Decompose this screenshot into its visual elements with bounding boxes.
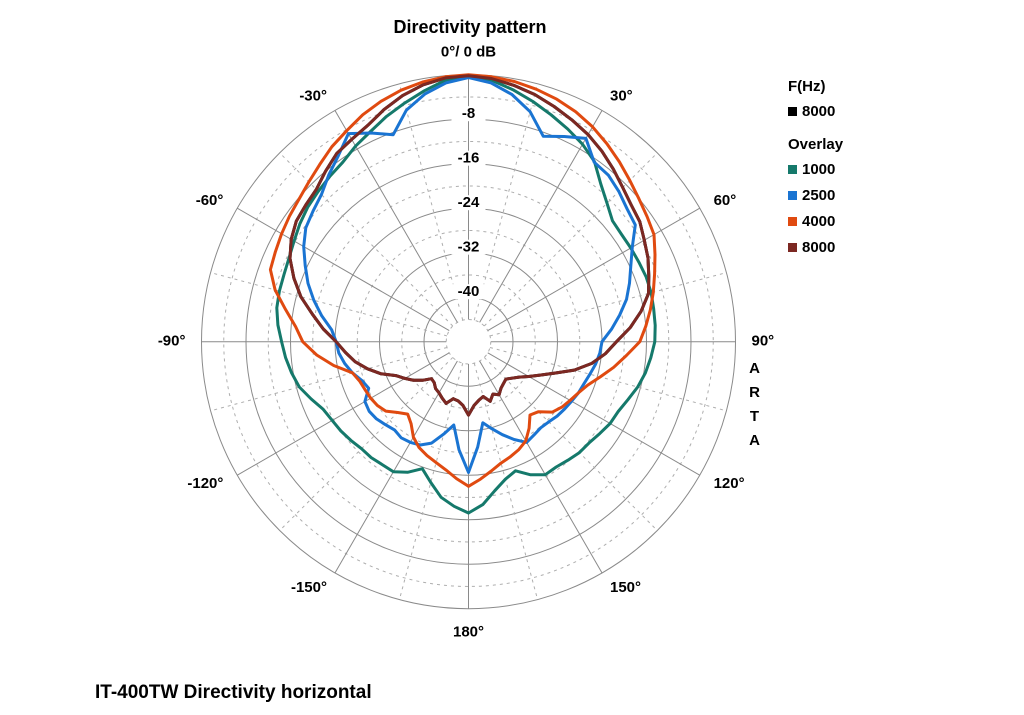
legend-item-overlay-8000: 8000 — [788, 239, 843, 256]
arta-watermark: ARTA — [746, 360, 763, 456]
legend-freq-heading: F(Hz) — [788, 78, 826, 95]
db-tick-label: -24 — [458, 194, 480, 211]
grid-radial-solid — [487, 352, 700, 476]
legend-item-overlay-2500: 2500 — [788, 187, 843, 204]
angle-tick-label: 120° — [714, 475, 745, 492]
legend-swatch-freq-8000 — [788, 107, 797, 116]
db-tick-mask — [451, 239, 486, 255]
grid-radial-dashed — [210, 346, 448, 412]
db-tick-label: -40 — [458, 283, 480, 300]
legend-swatch-overlay-4000 — [788, 217, 797, 226]
grid-radial-solid — [237, 352, 450, 476]
angle-tick-label: -120° — [187, 475, 223, 492]
legend-overlay-heading: Overlay — [788, 136, 844, 153]
db-tick-label: -16 — [458, 150, 480, 167]
db-tick-mask — [451, 106, 486, 122]
series-line-Overlay-8000 — [288, 74, 651, 417]
grid-radial-dashed — [398, 83, 464, 321]
chart-title: Directivity pattern — [393, 17, 547, 37]
series-line-Overlay-2500 — [302, 76, 637, 474]
angle-tick-label: -60° — [196, 192, 224, 209]
grid-radial-solid — [479, 360, 603, 574]
angle-tick-label: 150° — [610, 579, 641, 596]
angle-tick-label: -90° — [158, 333, 186, 350]
grid-radial-solid — [334, 360, 458, 574]
grid-radial-dashed — [489, 346, 727, 412]
angle-tick-label: -30° — [299, 88, 327, 105]
legend-label-overlay-1000: 1000 — [802, 161, 836, 178]
angle-tick-label: 90° — [752, 333, 775, 350]
db-tick-mask — [451, 150, 486, 166]
grid-radial-dashed — [279, 357, 454, 531]
grid-circle-dashed — [445, 318, 492, 365]
legend-label-overlay-2500: 2500 — [802, 187, 836, 204]
grid-radial-solid — [237, 207, 450, 332]
legend-swatch-overlay-2500 — [788, 191, 797, 200]
db-tick-mask — [451, 195, 486, 211]
grid-radial-solid — [487, 207, 700, 332]
legend-swatch-overlay-8000 — [788, 243, 797, 252]
legend-item-overlay-1000: 1000 — [788, 161, 843, 178]
legend-swatch-overlay-1000 — [788, 165, 797, 174]
angle-tick-label: 60° — [714, 192, 737, 209]
legend-label-freq-8000: 8000 — [802, 103, 836, 120]
grid-radial-dashed — [210, 272, 448, 337]
grid-radial-dashed — [473, 83, 539, 321]
caption: IT-400TW Directivity horizontal — [95, 682, 372, 703]
db-tick-label: -32 — [458, 239, 480, 256]
grid-radial-dashed — [489, 272, 727, 337]
grid-radial-dashed — [483, 152, 658, 327]
angle-tick-label: 180° — [453, 624, 484, 641]
angle-tick-label: 30° — [610, 88, 633, 105]
legend-item-overlay-4000: 4000 — [788, 213, 843, 230]
legend-label-overlay-4000: 4000 — [802, 213, 836, 230]
angle-tick-label: 0°/ 0 dB — [441, 44, 496, 61]
legend-label-overlay-8000: 8000 — [802, 239, 836, 256]
grid-radial-solid — [479, 110, 603, 323]
grid-radial-dashed — [398, 363, 464, 600]
legend: F(Hz) 8000 Overlay 1000 2500 4000 8000 — [788, 78, 843, 265]
db-tick-mask — [451, 284, 486, 300]
series-line-Overlay-4000 — [268, 73, 657, 488]
legend-item-freq-8000: 8000 — [788, 103, 843, 120]
angle-tick-label: -150° — [291, 579, 327, 596]
grid-radial-dashed — [483, 357, 658, 531]
db-tick-label: -8 — [462, 105, 475, 122]
grid-radial-dashed — [473, 363, 539, 600]
